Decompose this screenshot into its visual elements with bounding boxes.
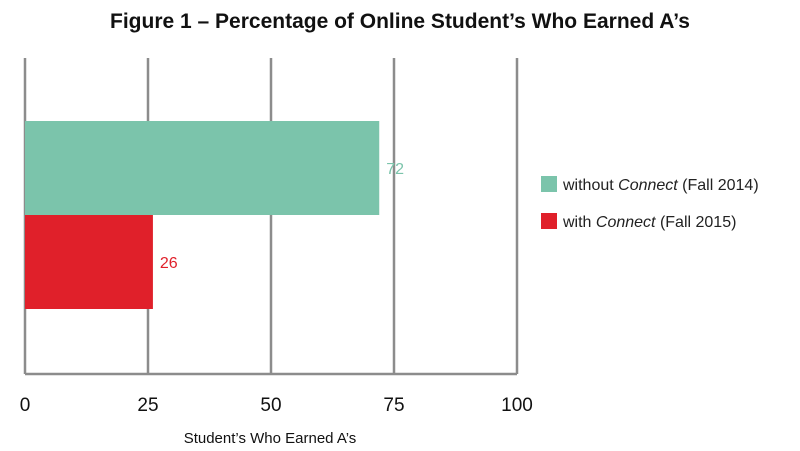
legend-swatch-0: [541, 176, 557, 192]
legend-swatch-1: [541, 213, 557, 229]
bar-1: [25, 215, 153, 309]
x-tick-label-75: 75: [383, 395, 404, 416]
x-tick-label-25: 25: [137, 395, 158, 416]
legend: without Connect (Fall 2014) with Connect …: [541, 176, 759, 231]
bar-0: [25, 121, 380, 215]
x-tick-label-100: 100: [501, 395, 533, 416]
x-tick-label-0: 0: [20, 395, 31, 416]
legend-label-italic-0: Connect: [618, 177, 678, 194]
grid-layer: [23, 58, 519, 376]
data-label-1: 26: [160, 255, 178, 272]
x-tick-label-50: 50: [260, 395, 281, 416]
legend-label-prefix-0: without: [562, 177, 618, 194]
legend-label-prefix-1: with: [562, 214, 596, 231]
bar-layer: 72 26: [25, 121, 404, 309]
legend-label-suffix-0: (Fall 2014): [678, 177, 759, 194]
chart-title: Figure 1 – Percentage of Online Student’…: [110, 10, 690, 33]
legend-label-0: without Connect (Fall 2014): [562, 177, 759, 194]
legend-label-suffix-1: (Fall 2015): [656, 214, 737, 231]
legend-label-italic-1: Connect: [596, 214, 656, 231]
legend-label-1: with Connect (Fall 2015): [562, 214, 736, 231]
tick-layer: 0 25 50 75 100: [20, 395, 533, 416]
data-label-0: 72: [386, 161, 404, 178]
x-axis-label: Student’s Who Earned A’s: [184, 430, 357, 447]
